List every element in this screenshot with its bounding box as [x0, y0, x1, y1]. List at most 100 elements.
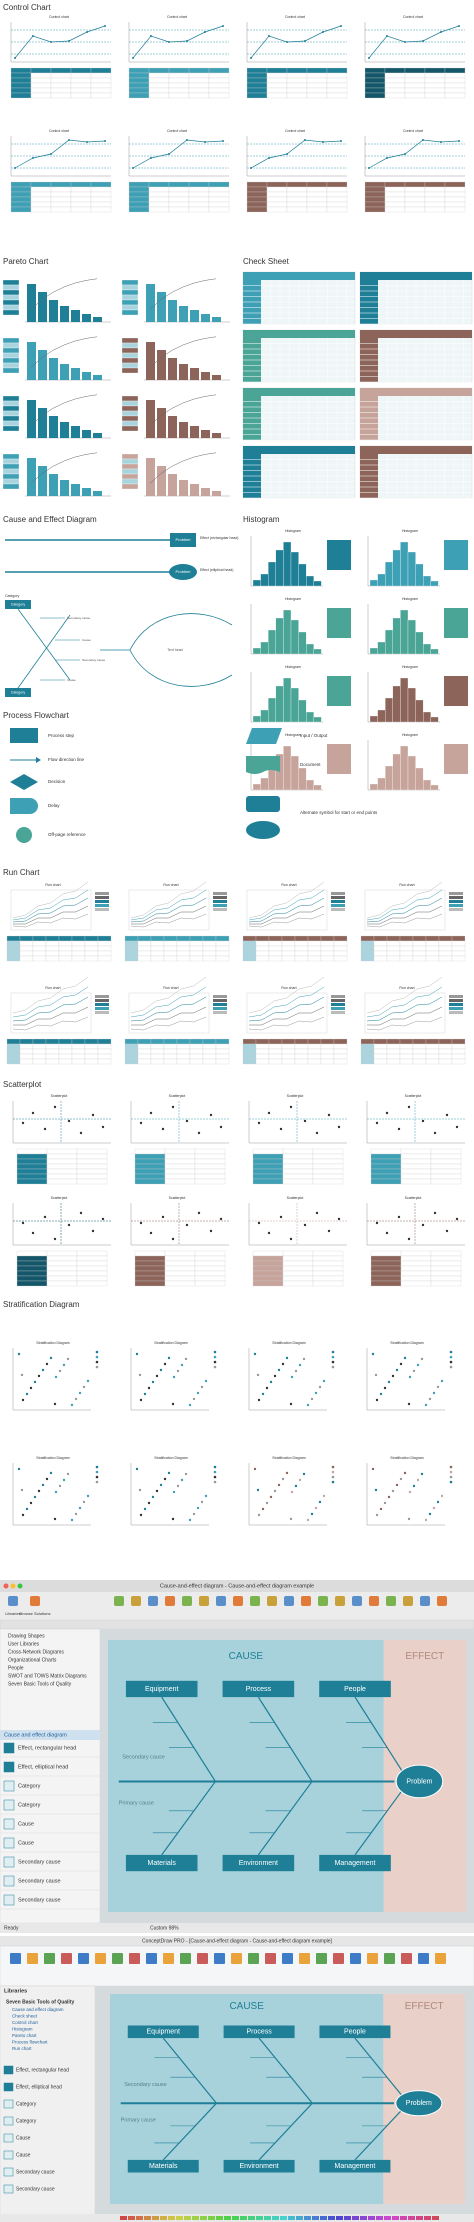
toolbar-icon[interactable] [199, 1596, 209, 1606]
toolbar-icon[interactable] [182, 1596, 192, 1606]
ribbon-button[interactable] [384, 1953, 395, 1964]
library-item[interactable]: Secondary cause [16, 2186, 55, 2192]
library-item[interactable]: Secondary cause [18, 1859, 61, 1865]
library-item[interactable]: Secondary cause [18, 1897, 61, 1903]
ribbon-button[interactable] [248, 1953, 259, 1964]
color-swatch[interactable] [296, 2216, 303, 2220]
toolbar-icon[interactable] [318, 1596, 328, 1606]
library-item[interactable]: Secondary cause [18, 1878, 61, 1884]
color-swatch[interactable] [216, 2216, 223, 2220]
ribbon-button[interactable] [27, 1953, 38, 1964]
library-tree-item[interactable]: Drawing Shapes [8, 1633, 45, 1639]
toolbar-icon[interactable] [437, 1596, 447, 1606]
library-tree-item[interactable]: People [8, 1665, 24, 1671]
ribbon-button[interactable] [231, 1953, 242, 1964]
toolbar-icon[interactable] [216, 1596, 226, 1606]
library-item-icon[interactable] [3, 1780, 15, 1792]
library-item-icon[interactable] [3, 1761, 15, 1773]
toolbar-icon[interactable] [420, 1596, 430, 1606]
color-swatch[interactable] [136, 2216, 143, 2220]
color-swatch[interactable] [384, 2216, 391, 2220]
library-tree-item[interactable]: Run chart [12, 2046, 32, 2051]
library-item[interactable]: Category [16, 2118, 37, 2124]
ribbon-button[interactable] [350, 1953, 361, 1964]
color-swatch[interactable] [360, 2216, 367, 2220]
library-item[interactable]: Category [18, 1783, 41, 1789]
color-swatch[interactable] [168, 2216, 175, 2220]
ribbon-button[interactable] [197, 1953, 208, 1964]
library-item[interactable]: Effect, elliptical head [18, 1764, 68, 1770]
library-tree-item[interactable]: Histogram [12, 2027, 33, 2032]
library-tree-item[interactable]: Control chart [12, 2020, 39, 2025]
toolbar-icon[interactable] [148, 1596, 158, 1606]
library-item[interactable]: Effect, elliptical head [16, 2084, 62, 2090]
ribbon-button[interactable] [435, 1953, 446, 1964]
library-item-icon[interactable] [3, 2082, 14, 2092]
color-swatch[interactable] [376, 2216, 383, 2220]
color-swatch[interactable] [248, 2216, 255, 2220]
color-swatch[interactable] [400, 2216, 407, 2220]
toolbar-icon[interactable] [284, 1596, 294, 1606]
library-item[interactable]: Cause [18, 1821, 34, 1827]
ribbon-button[interactable] [265, 1953, 276, 1964]
ribbon-button[interactable] [10, 1953, 21, 1964]
library-item-icon[interactable] [3, 1894, 15, 1906]
library-item-icon[interactable] [3, 1818, 15, 1830]
color-swatch[interactable] [368, 2216, 375, 2220]
toolbar-icon[interactable] [30, 1596, 40, 1606]
toolbar-icon[interactable] [267, 1596, 277, 1606]
ribbon-button[interactable] [401, 1953, 412, 1964]
library-item-icon[interactable] [3, 2133, 14, 2143]
library-item-icon[interactable] [3, 1799, 15, 1811]
color-swatch[interactable] [120, 2216, 127, 2220]
library-item-icon[interactable] [3, 2167, 14, 2177]
ribbon-button[interactable] [112, 1953, 123, 1964]
color-swatch[interactable] [280, 2216, 287, 2220]
color-swatch[interactable] [320, 2216, 327, 2220]
ribbon-button[interactable] [282, 1953, 293, 1964]
color-swatch[interactable] [176, 2216, 183, 2220]
ribbon-button[interactable] [44, 1953, 55, 1964]
color-swatch[interactable] [416, 2216, 423, 2220]
color-swatch[interactable] [432, 2216, 439, 2220]
library-item[interactable]: Category [16, 2101, 37, 2107]
color-swatch[interactable] [272, 2216, 279, 2220]
library-item-icon[interactable] [3, 1856, 15, 1868]
color-swatch[interactable] [208, 2216, 215, 2220]
ribbon-button[interactable] [367, 1953, 378, 1964]
ribbon-button[interactable] [214, 1953, 225, 1964]
toolbar-icon[interactable] [165, 1596, 175, 1606]
library-tree-item[interactable]: Cross-Network Diagrams [8, 1649, 64, 1655]
color-swatch[interactable] [240, 2216, 247, 2220]
library-item[interactable]: Category [18, 1802, 41, 1808]
library-item-icon[interactable] [3, 2116, 14, 2126]
library-tree-item[interactable]: User Libraries [8, 1641, 40, 1647]
ribbon-button[interactable] [78, 1953, 89, 1964]
toolbar-icon[interactable] [8, 1596, 18, 1606]
library-item-icon[interactable] [3, 2184, 14, 2194]
toolbar-icon[interactable] [352, 1596, 362, 1606]
library-item-icon[interactable] [3, 2065, 14, 2075]
toolbar-icon[interactable] [250, 1596, 260, 1606]
library-item-icon[interactable] [3, 1875, 15, 1887]
color-swatch[interactable] [424, 2216, 431, 2220]
library-item[interactable]: Cause [18, 1840, 34, 1846]
ribbon-button[interactable] [129, 1953, 140, 1964]
color-swatch[interactable] [200, 2216, 207, 2220]
toolbar-icon[interactable] [403, 1596, 413, 1606]
toolbar-icon[interactable] [301, 1596, 311, 1606]
library-item-icon[interactable] [3, 1742, 15, 1754]
color-swatch[interactable] [304, 2216, 311, 2220]
color-swatch[interactable] [352, 2216, 359, 2220]
toolbar-icon[interactable] [233, 1596, 243, 1606]
library-item[interactable]: Secondary cause [16, 2169, 55, 2175]
color-swatch[interactable] [192, 2216, 199, 2220]
color-swatch[interactable] [144, 2216, 151, 2220]
color-swatch[interactable] [408, 2216, 415, 2220]
library-tree-item[interactable]: Process flowchart [12, 2040, 48, 2045]
toolbar-icon[interactable] [131, 1596, 141, 1606]
ribbon-button[interactable] [316, 1953, 327, 1964]
ribbon-button[interactable] [163, 1953, 174, 1964]
color-swatch[interactable] [256, 2216, 263, 2220]
color-swatch[interactable] [336, 2216, 343, 2220]
